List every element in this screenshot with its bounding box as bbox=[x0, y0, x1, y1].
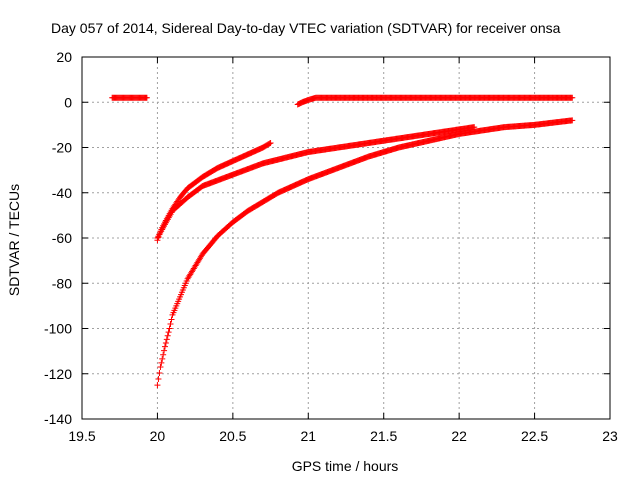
x-tick-label: 20 bbox=[150, 428, 166, 444]
y-tick-label: 0 bbox=[64, 94, 72, 110]
data-point bbox=[155, 376, 162, 383]
y-tick-label: -120 bbox=[44, 366, 72, 382]
series-track-4 bbox=[154, 117, 576, 389]
y-tick-label: -100 bbox=[44, 321, 72, 337]
data-point bbox=[569, 94, 576, 101]
data-point bbox=[157, 363, 164, 370]
data-point bbox=[165, 329, 172, 336]
data-point bbox=[161, 347, 168, 354]
data-point bbox=[162, 339, 169, 346]
data-point bbox=[167, 320, 174, 327]
data-point bbox=[266, 140, 273, 147]
series-track-1 bbox=[109, 94, 150, 101]
data-point bbox=[143, 94, 150, 101]
y-tick-label: 20 bbox=[56, 49, 72, 65]
data-point bbox=[161, 343, 168, 350]
series-track-5 bbox=[294, 94, 576, 108]
y-tick-label: -140 bbox=[44, 411, 72, 427]
series-track-2 bbox=[154, 139, 274, 244]
grid-lines bbox=[82, 57, 610, 419]
y-tick-label: -40 bbox=[52, 185, 72, 201]
x-tick-label: 19.5 bbox=[68, 428, 95, 444]
data-point bbox=[154, 382, 161, 389]
chart-title: Day 057 of 2014, Sidereal Day-to-day VTE… bbox=[51, 20, 561, 36]
y-tick-label: -80 bbox=[52, 275, 72, 291]
data-point bbox=[164, 332, 171, 339]
data-points bbox=[109, 94, 576, 389]
x-tick-label: 22.5 bbox=[521, 428, 548, 444]
x-tick-label: 21.5 bbox=[370, 428, 397, 444]
data-point bbox=[166, 325, 173, 332]
data-point bbox=[159, 355, 166, 362]
data-point bbox=[267, 139, 274, 146]
y-axis-label: SDTVAR / TECUs bbox=[6, 184, 22, 296]
data-point bbox=[168, 316, 175, 323]
data-point bbox=[569, 117, 576, 124]
data-point bbox=[156, 369, 163, 376]
data-point bbox=[163, 336, 170, 343]
tick-labels: 19.5 20 20.5 21 21.5 22 22.5 23 -140 -120 -100 -80 -… bbox=[44, 49, 618, 444]
data-point bbox=[160, 351, 167, 358]
x-tick-label: 20.5 bbox=[219, 428, 246, 444]
y-tick-label: -60 bbox=[52, 230, 72, 246]
y-tick-label: -20 bbox=[52, 140, 72, 156]
data-point bbox=[158, 359, 165, 366]
x-tick-label: 22 bbox=[451, 428, 467, 444]
plot-frame bbox=[81, 56, 611, 420]
x-axis-label: GPS time / hours bbox=[292, 458, 399, 474]
x-tick-label: 21 bbox=[300, 428, 316, 444]
x-tick-label: 23 bbox=[602, 428, 618, 444]
series-track-3 bbox=[154, 124, 478, 241]
